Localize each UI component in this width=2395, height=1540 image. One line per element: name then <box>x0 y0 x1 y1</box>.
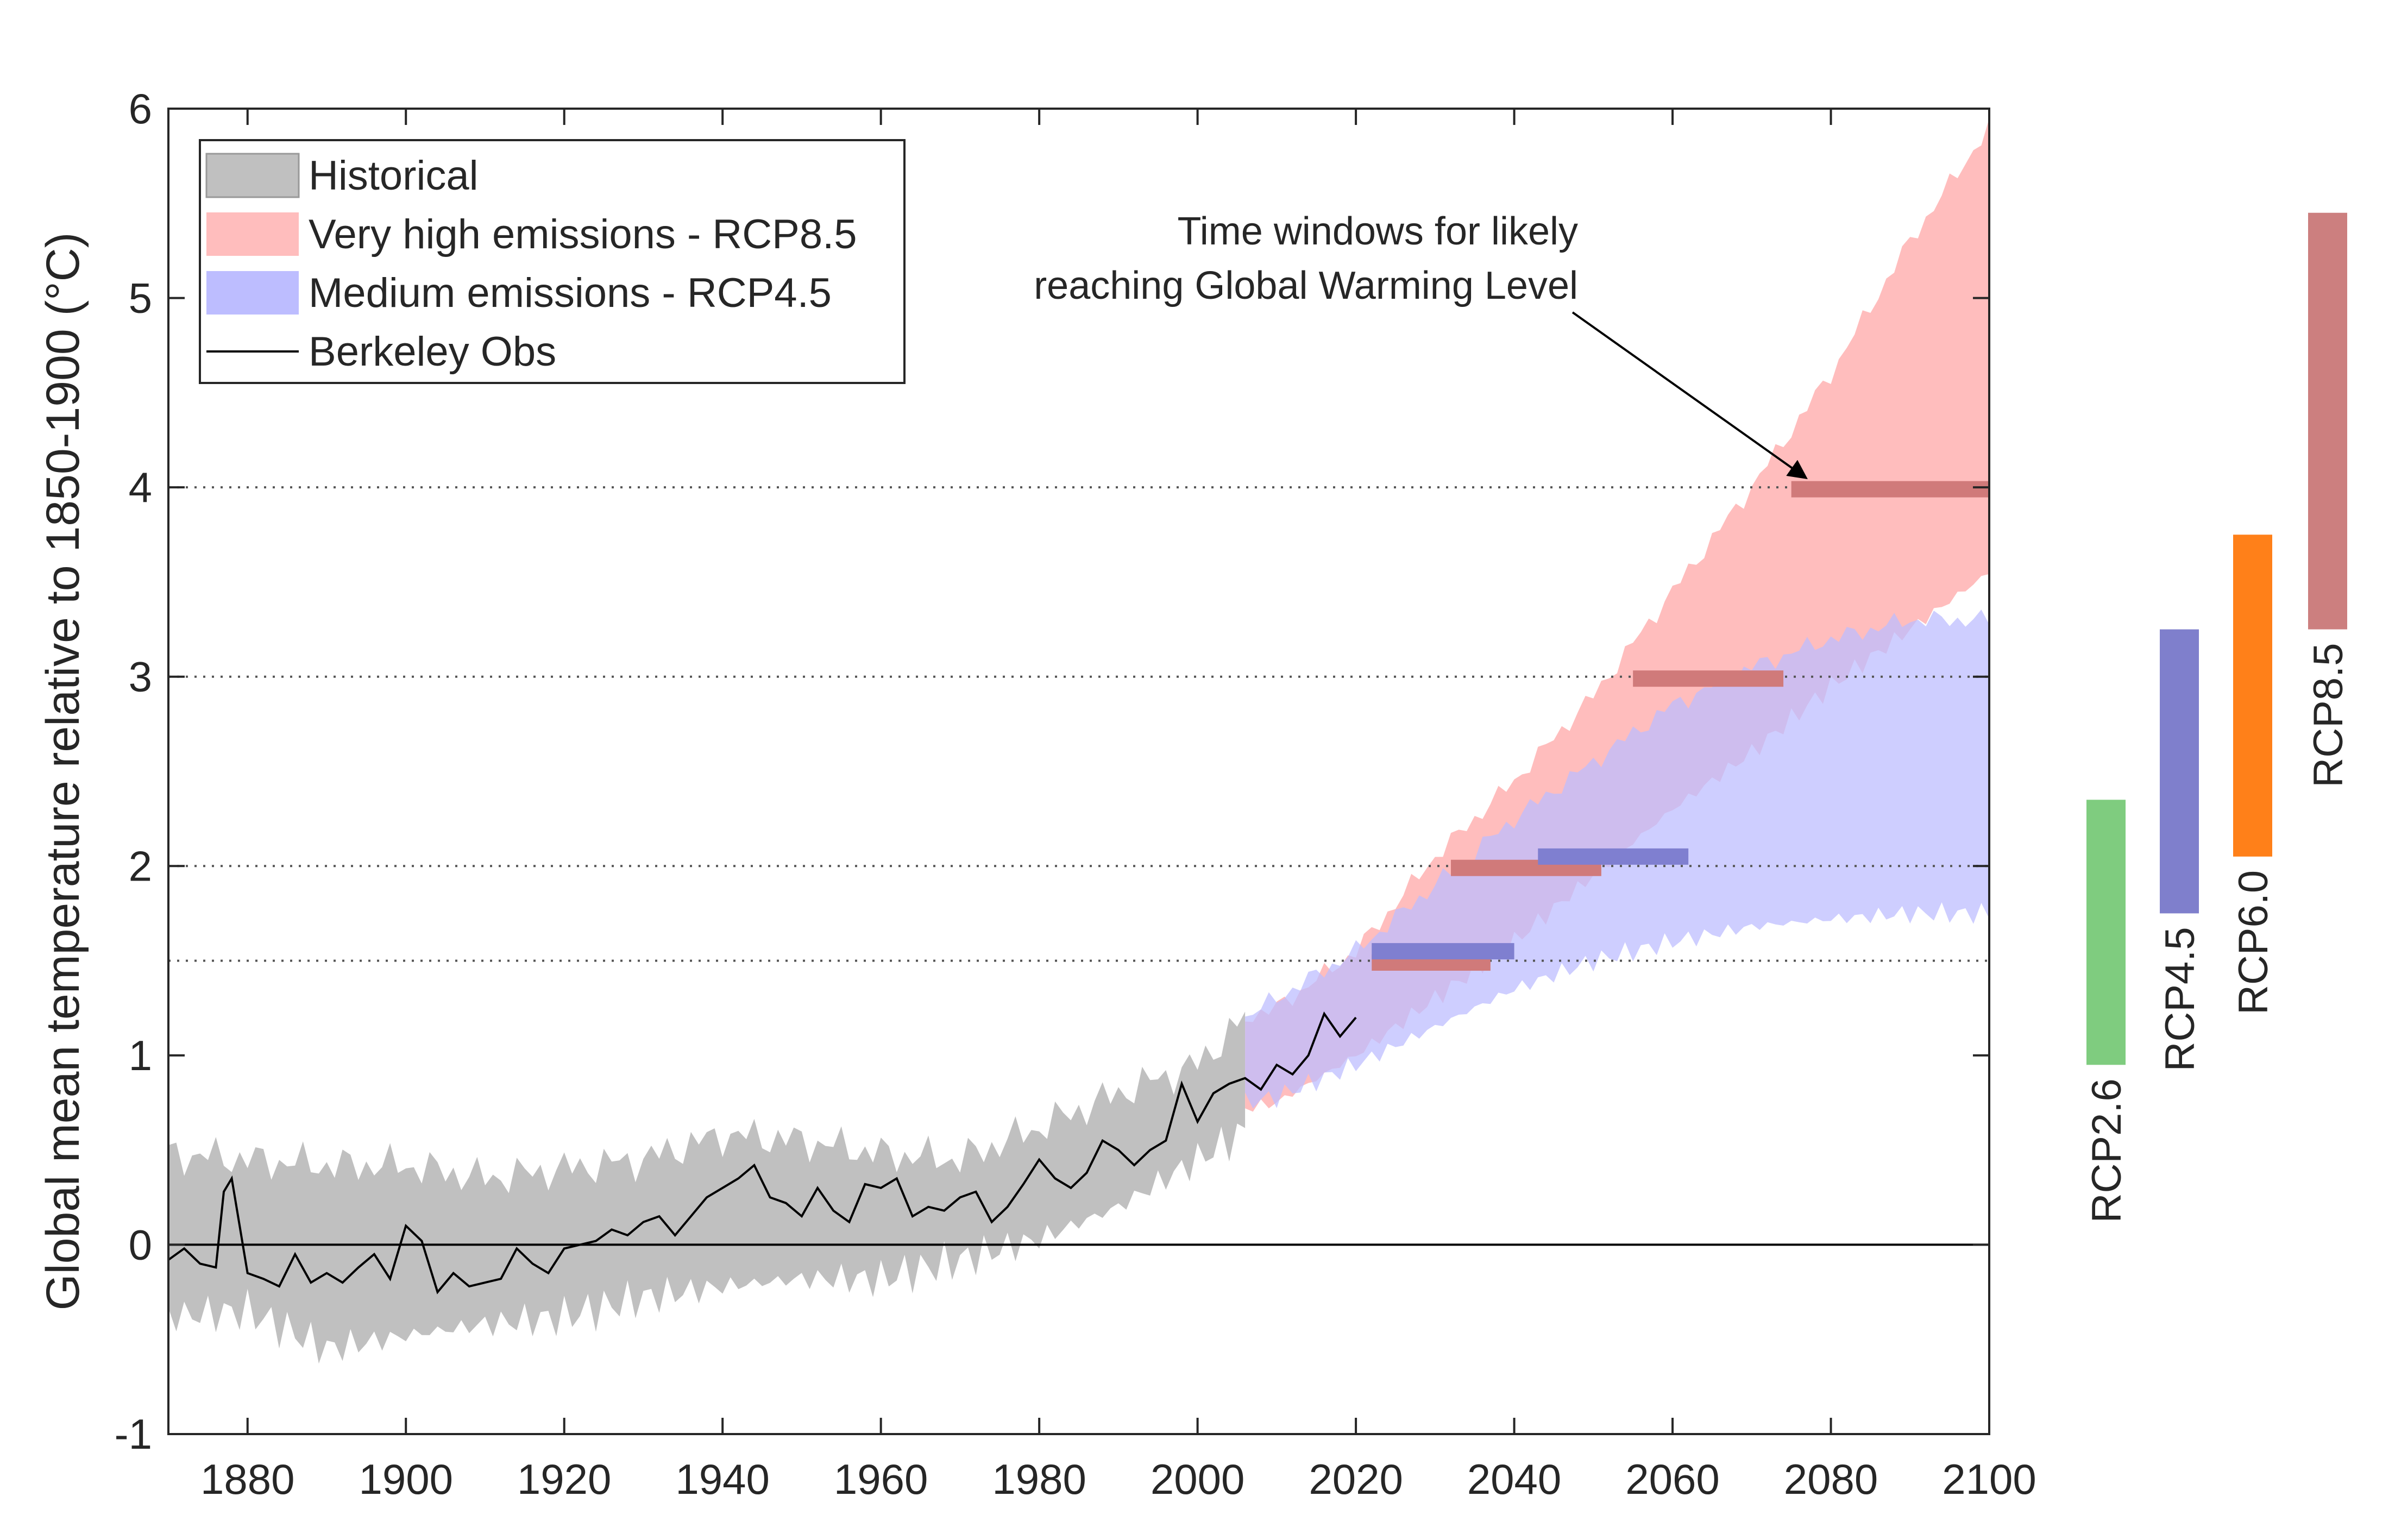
x-tick-label: 1980 <box>992 1455 1086 1503</box>
axes: 1880 1900 1920 1940 1960 1980 2000 2020 2040 2060… <box>37 85 2036 1503</box>
annotation-arrow <box>1571 311 1808 480</box>
legend-swatch <box>206 271 299 315</box>
plot-content <box>168 118 1989 1364</box>
series-line-berkeley-obs <box>168 1011 1357 1294</box>
annotation-line-1: Time windows for likely <box>1177 210 1578 253</box>
x-tick-label: 2000 <box>1151 1455 1245 1503</box>
band-very-high-emissions-rcp8-5 <box>1245 118 1989 1112</box>
range-bar-label: RCP4.5 <box>2157 927 2203 1071</box>
y-tick-label: -1 <box>115 1410 152 1458</box>
y-tick-label: 0 <box>129 1221 152 1268</box>
x-tick-label: 1960 <box>834 1455 928 1503</box>
legend-label: Berkeley Obs <box>309 329 556 375</box>
legend-swatch <box>206 212 299 256</box>
y-tick-label: 5 <box>129 274 152 322</box>
x-tick-label: 1940 <box>675 1455 770 1503</box>
legend: Historical Very high emissions - RCP8.5 Me… <box>199 139 906 384</box>
band-historical <box>168 1011 1246 1364</box>
plot-area <box>168 118 1989 1364</box>
x-tick-label: 1920 <box>517 1455 612 1503</box>
range-bar-rcp6-0 <box>2233 535 2272 857</box>
legend-label: Medium emissions - RCP4.5 <box>309 270 832 316</box>
legend-box <box>199 139 906 384</box>
plot-frame <box>167 108 1990 1435</box>
range-bar-label: RCP6.0 <box>2230 870 2277 1015</box>
x-tick-label: 1900 <box>359 1455 453 1503</box>
y-tick-label: 4 <box>129 463 152 511</box>
range-bar-rcp8-5 <box>2308 212 2347 630</box>
range-bar-rcp4-5 <box>2160 629 2199 914</box>
x-tick-label: 1880 <box>200 1455 295 1503</box>
range-bar-label: RCP8.5 <box>2305 643 2352 788</box>
y-axis-title: Global mean temperature relative to 1850… <box>37 232 89 1311</box>
annotation: Time windows for likely reaching Global W… <box>1034 210 1808 480</box>
scenario-range-bars: RCP2.6 RCP4.5 RCP6.0 RCP8.5 <box>2084 212 2352 1223</box>
x-tick-label: 2020 <box>1309 1455 1403 1503</box>
x-tick-label: 2060 <box>1625 1455 1720 1503</box>
legend-swatch <box>205 153 300 198</box>
y-tick-label: 6 <box>129 85 152 133</box>
y-tick-label: 2 <box>129 842 152 890</box>
range-bar-label: RCP2.6 <box>2084 1078 2130 1223</box>
y-tick-label: 3 <box>129 653 152 701</box>
y-tick-label: 1 <box>129 1032 152 1079</box>
annotation-line-2: reaching Global Warming Level <box>1034 264 1578 307</box>
range-bar-rcp2-6 <box>2086 800 2126 1065</box>
x-tick-label: 2100 <box>1942 1455 2036 1503</box>
x-tick-label: 2040 <box>1467 1455 1562 1503</box>
x-tick-label: 2080 <box>1784 1455 1878 1503</box>
legend-label: Very high emissions - RCP8.5 <box>309 211 857 257</box>
legend-label: Historical <box>309 153 479 199</box>
